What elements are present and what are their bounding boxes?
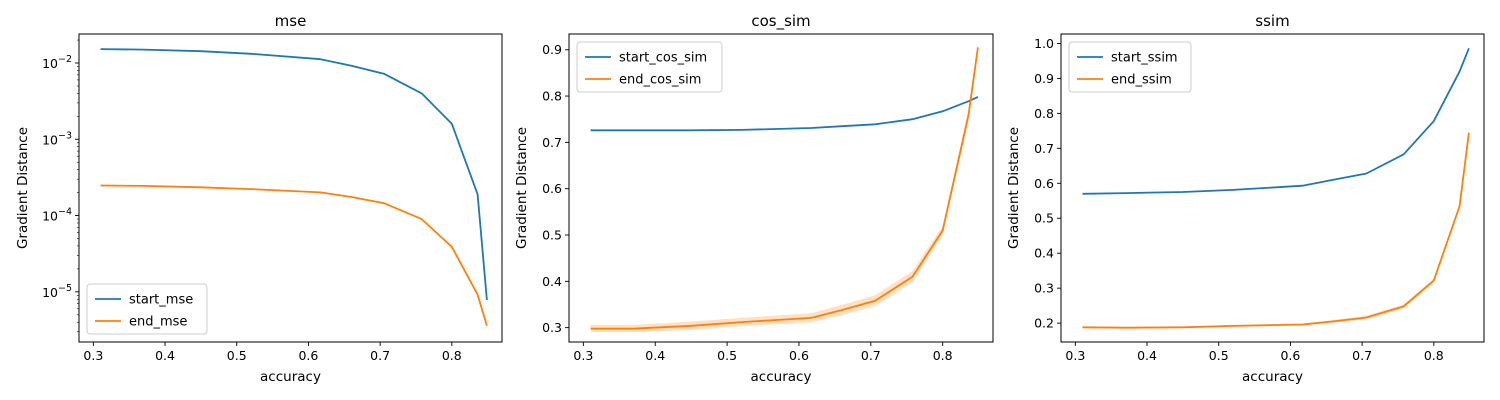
x-tick-label: 0.6 xyxy=(789,348,809,363)
series-line-start_ssim xyxy=(1082,47,1470,195)
y-tick-label: 0.9 xyxy=(1034,71,1054,86)
series-line-end_mse xyxy=(100,184,488,326)
series-line-end_cos_sim xyxy=(590,47,979,330)
y-tick-label: 0.8 xyxy=(1034,106,1054,121)
y-tick-label: 0.2 xyxy=(1034,316,1054,331)
y-tick-label: 0.3 xyxy=(542,320,562,335)
y-tick-label: 0.9 xyxy=(542,42,562,57)
y-tick-label: 0.4 xyxy=(542,274,562,289)
x-axis-title: accuracy xyxy=(260,369,321,385)
x-tick-label: 0.5 xyxy=(717,348,737,363)
x-tick-label: 0.3 xyxy=(83,348,103,363)
series-line-start_cos_sim xyxy=(590,96,979,132)
y-tick-label: 0.7 xyxy=(542,135,562,150)
legend-label: end_mse xyxy=(129,315,187,330)
x-tick-label: 0.8 xyxy=(442,348,462,363)
x-tick-label: 0.3 xyxy=(573,348,593,363)
legend: start_ssim end_ssim xyxy=(1068,41,1192,93)
x-tick-label: 0.5 xyxy=(227,348,247,363)
series-line-start_mse xyxy=(100,48,488,301)
y-tick-label: 10−2 xyxy=(42,54,72,71)
x-tick-label: 0.7 xyxy=(370,348,390,363)
x-axis-title: accuracy xyxy=(751,369,812,385)
y-tick-label: 0.6 xyxy=(542,181,562,196)
series-line-end_ssim xyxy=(1082,132,1470,329)
legend-label: start_mse xyxy=(129,293,193,308)
x-tick-label: 0.8 xyxy=(933,348,953,363)
x-tick-label: 0.7 xyxy=(1352,348,1372,363)
y-axis-title: Gradient Distance xyxy=(15,127,31,249)
y-tick-label: 10−5 xyxy=(42,283,72,300)
x-tick-label: 0.6 xyxy=(298,348,318,363)
y-tick-label: 0.4 xyxy=(1034,246,1054,261)
y-tick-label: 0.5 xyxy=(542,228,562,243)
x-tick-label: 0.4 xyxy=(155,348,175,363)
legend-label: start_cos_sim xyxy=(619,51,707,66)
legend: start_mse end_mse xyxy=(86,283,208,335)
chart-panel-ssim: ssim 0.3 0.4 0.5 0.6 0.7 0.8 0.2 0.3 0.4 0.5 0.6 0.7… xyxy=(1006,12,1485,385)
y-axis-title: Gradient Distance xyxy=(514,127,530,249)
x-tick-label: 0.3 xyxy=(1065,348,1085,363)
x-tick-label: 0.8 xyxy=(1424,348,1444,363)
y-tick-label: 0.3 xyxy=(1034,281,1054,296)
plot-frame xyxy=(568,33,994,343)
x-tick-label: 0.4 xyxy=(645,348,665,363)
chart-title: cos_sim xyxy=(751,12,810,31)
plot-frame xyxy=(1060,33,1485,343)
chart-title: ssim xyxy=(1255,12,1289,30)
plot-frame xyxy=(78,33,503,343)
x-axis-title: accuracy xyxy=(1242,369,1303,385)
confidence-band-end_ssim xyxy=(1082,130,1469,329)
y-tick-label: 10−3 xyxy=(42,130,72,147)
chart-title: mse xyxy=(275,12,307,30)
y-axis-title: Gradient Distance xyxy=(1006,127,1022,249)
y-tick-label: 0.5 xyxy=(1034,211,1054,226)
legend-label: end_cos_sim xyxy=(619,73,701,88)
chart-panel-cos_sim: cos_sim 0.3 0.4 0.5 0.6 0.7 0.8 0.3 0.4 0.5 0.6 0.7… xyxy=(514,12,994,385)
x-tick-label: 0.4 xyxy=(1137,348,1157,363)
x-tick-label: 0.6 xyxy=(1280,348,1300,363)
legend-label: end_ssim xyxy=(1111,73,1172,88)
y-tick-label: 0.6 xyxy=(1034,176,1054,191)
chart-panel-mse: mse 0.3 0.4 0.5 0.6 0.7 0.8 10−5 10−4 10−3 10−2 acc… xyxy=(15,12,503,385)
legend-box xyxy=(576,41,723,93)
legend: start_cos_sim end_cos_sim xyxy=(576,41,723,93)
x-tick-label: 0.7 xyxy=(861,348,881,363)
y-tick-label: 1.0 xyxy=(1034,36,1054,51)
y-tick-label: 0.8 xyxy=(542,89,562,104)
y-tick-label: 0.7 xyxy=(1034,141,1054,156)
y-tick-label: 10−4 xyxy=(42,207,72,224)
legend-label: start_ssim xyxy=(1111,51,1178,66)
x-tick-label: 0.5 xyxy=(1209,348,1229,363)
